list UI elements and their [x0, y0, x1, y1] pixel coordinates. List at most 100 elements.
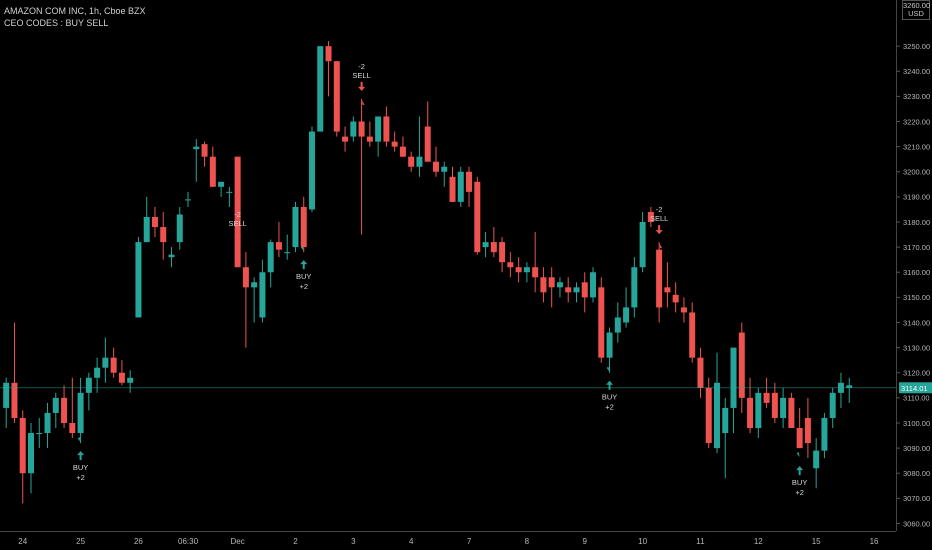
y-tick-label: 3240.00	[903, 67, 930, 76]
candle-body	[11, 382, 18, 418]
y-tick-label: 3150.00	[903, 293, 930, 302]
sell-marker-icon	[659, 243, 663, 249]
price-axis[interactable]: 3060.00 3070.00 3080.00 3090.00 3100.00 3110.…	[896, 0, 932, 550]
candle-body	[829, 392, 836, 418]
candle-body	[672, 294, 679, 303]
candle-body	[813, 450, 820, 469]
candle-body	[763, 392, 770, 403]
candle-body	[598, 287, 605, 358]
candle-body	[821, 417, 828, 451]
candle-body	[804, 417, 811, 444]
candle-body	[234, 156, 241, 268]
y-tick-label: 3090.00	[903, 444, 930, 453]
candle-body	[52, 397, 59, 413]
candle-body	[275, 242, 282, 250]
candle-body	[697, 357, 704, 388]
candle-body	[689, 312, 696, 358]
buy-arrow-icon	[300, 260, 308, 270]
candle-body	[317, 46, 324, 132]
candle-body	[176, 214, 183, 243]
candle-body	[738, 332, 745, 398]
last-price-label: 3114.01	[901, 384, 928, 393]
candle-body	[490, 242, 497, 253]
candle-body	[127, 377, 134, 383]
candle-body	[342, 136, 349, 142]
candle-body	[606, 332, 613, 358]
candle-body	[796, 428, 803, 449]
y-tick-label: 3070.00	[903, 494, 930, 503]
y-tick-label: 3140.00	[903, 318, 930, 327]
candle-body	[581, 282, 588, 298]
y-tick-label: 3110.00	[903, 394, 930, 403]
candle-body	[309, 131, 316, 210]
candle-body	[755, 392, 762, 429]
candle-body	[292, 206, 299, 248]
currency-top-value: 3260.00	[903, 1, 931, 10]
candle-body	[3, 382, 10, 408]
candle-body	[846, 385, 853, 388]
candle-body	[515, 267, 522, 273]
candle-body	[259, 272, 266, 318]
candle-body	[218, 181, 225, 187]
candle-body	[284, 252, 291, 254]
sell-arrow-icon	[358, 81, 366, 91]
y-tick-label: 3160.00	[903, 268, 930, 277]
buy-signal-value: +2	[795, 488, 804, 497]
candle-body	[449, 176, 456, 202]
x-tick-label: 26	[134, 537, 143, 546]
candle-body	[102, 357, 109, 368]
symbol-title[interactable]: AMAZON COM INC, 1h, Cboe BZX	[4, 6, 146, 16]
candle-body	[185, 199, 192, 201]
candle-body	[226, 191, 233, 193]
candle-body	[143, 216, 150, 243]
candle-body	[135, 242, 142, 318]
candle-body	[474, 181, 481, 253]
candle-body	[333, 61, 340, 132]
candle-body	[788, 397, 795, 429]
candle-body	[573, 287, 580, 293]
candle-body	[77, 392, 84, 434]
x-tick-label: 3	[351, 537, 356, 546]
sell-arrow-icon	[655, 225, 663, 235]
buy-signal-label: BUY	[602, 393, 617, 402]
buy-signal-label: BUY	[296, 272, 311, 281]
candle-body	[499, 242, 506, 263]
candle-body	[730, 347, 737, 408]
sell-signal-value: -2	[234, 210, 241, 219]
x-tick-label: 16	[870, 537, 879, 546]
currency-badge[interactable]: 3260.00 USD	[902, 0, 930, 20]
candle-body	[300, 206, 307, 248]
y-tick-label: 3060.00	[903, 519, 930, 528]
candle-body	[151, 216, 158, 228]
candle-body	[540, 277, 547, 293]
x-tick-label: 25	[76, 537, 85, 546]
buy-marker-icon	[300, 246, 304, 252]
indicator-title[interactable]: CEO CODES : BUY SELL	[4, 18, 109, 28]
candle-body	[193, 146, 200, 150]
sell-signal-label: SELL	[650, 214, 668, 223]
buy-signal-value: +2	[76, 473, 85, 482]
candle-body	[482, 242, 489, 248]
sell-signal-value: -2	[358, 62, 365, 71]
candle-body	[209, 156, 216, 187]
candle-body	[251, 282, 258, 288]
buy-marker-icon	[77, 437, 81, 443]
last-price-badge[interactable]	[899, 382, 932, 394]
candle-body	[110, 357, 117, 373]
candle-body	[408, 156, 415, 167]
buy-arrow-icon	[77, 451, 85, 461]
buy-signal-label: BUY	[792, 478, 807, 487]
sell-arrow-icon	[234, 230, 242, 240]
y-tick-label: 3220.00	[903, 117, 930, 126]
y-tick-label: 3080.00	[903, 469, 930, 478]
candle-body	[705, 387, 712, 444]
sell-signal-label: SELL	[228, 219, 246, 228]
candle-body	[722, 407, 729, 434]
sell-signal-label: SELL	[352, 71, 370, 80]
y-tick-label: 3210.00	[903, 142, 930, 151]
candle-body	[27, 433, 34, 474]
time-axis[interactable]: 24 25 26 06:30 Dec 2 3 4 7 8 9 10 11 12 15 16	[0, 531, 896, 547]
